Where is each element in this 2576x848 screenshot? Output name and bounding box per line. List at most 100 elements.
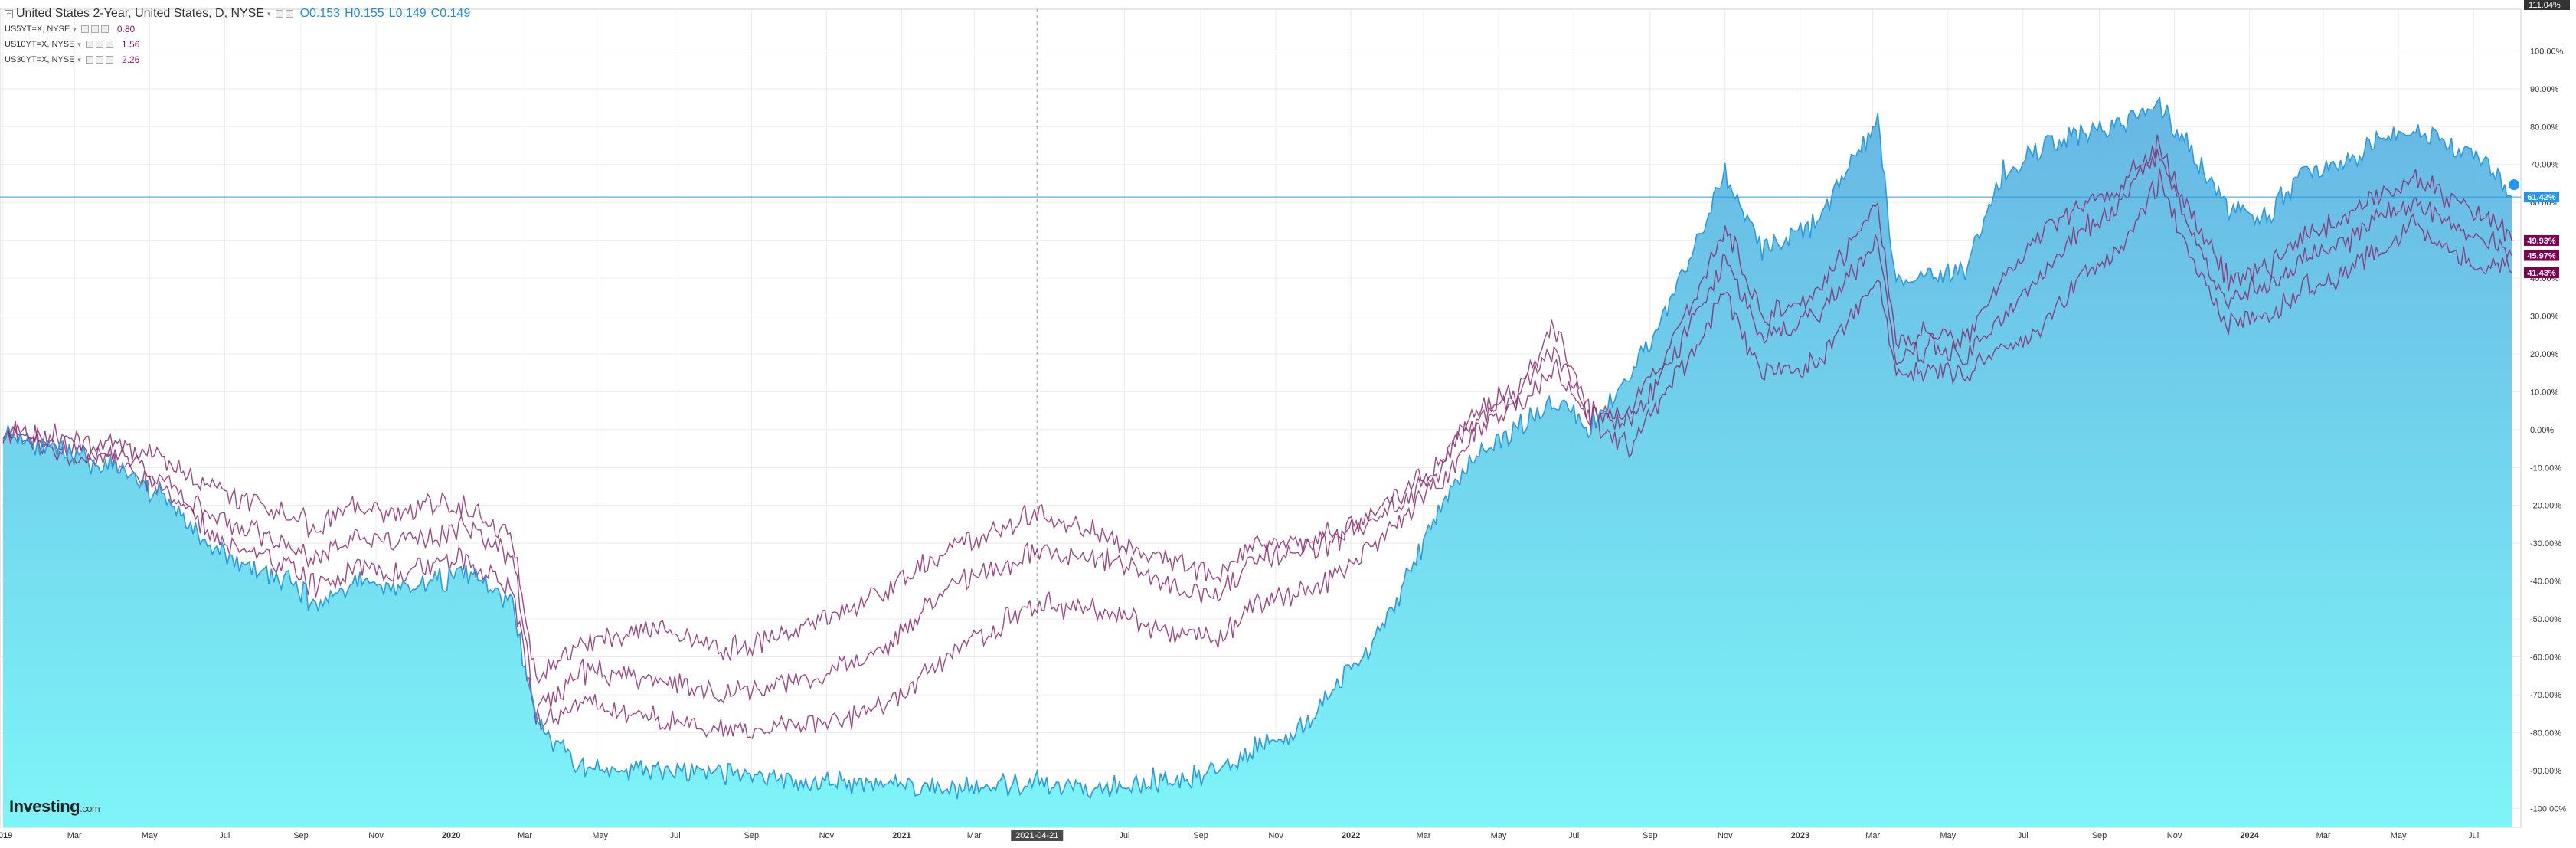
x-tick-label: 2019 — [0, 831, 12, 840]
series-line-us2y — [2, 96, 2512, 800]
settings-icon[interactable] — [95, 41, 103, 48]
y-tick-label: 20.00% — [2530, 350, 2559, 359]
x-tick-label: Mar — [967, 831, 982, 840]
legend-main-row: − United States 2-Year, United States, D… — [5, 6, 470, 21]
value-badge-bg — [2524, 250, 2559, 261]
x-tick-label: Nov — [2167, 831, 2182, 840]
series-line-us30y — [2, 168, 2512, 685]
y-tick-label: -30.00% — [2530, 539, 2561, 548]
symbol-value: 0.80 — [116, 24, 136, 34]
collapse-icon[interactable]: − — [5, 9, 13, 18]
value-badge: 49.93% — [2527, 237, 2556, 246]
value-badge: 45.97% — [2527, 252, 2556, 261]
close-icon[interactable] — [105, 56, 113, 64]
y-tick-label: -60.00% — [2530, 653, 2561, 663]
x-tick-label: Sep — [2092, 831, 2107, 840]
x-tick-label: May — [592, 831, 608, 840]
symbol-value: 1.56 — [121, 39, 140, 50]
x-tick-label: Mar — [1865, 831, 1880, 840]
x-tick-label: 2023 — [1791, 831, 1809, 840]
value-badge-bg — [2524, 267, 2559, 278]
value-badge: 61.42% — [2527, 193, 2556, 202]
y-top-label: 111.04% — [2529, 1, 2561, 10]
chevron-down-icon[interactable]: ▾ — [77, 40, 81, 48]
settings-icon[interactable] — [275, 10, 283, 18]
chevron-down-icon[interactable]: ▾ — [77, 55, 81, 64]
x-tick-label: 2021 — [892, 831, 910, 840]
y-tick-label: 30.00% — [2530, 313, 2559, 322]
legend-symbol-row[interactable]: US10YT=X, NYSE ▾ 1.56 — [5, 37, 470, 52]
x-tick-label: Jul — [2018, 831, 2028, 840]
y-tick-label: 90.00% — [2530, 85, 2559, 94]
close-icon[interactable] — [105, 41, 113, 48]
y-tick-label: 100.00% — [2530, 47, 2564, 56]
x-tick-label: Jul — [1119, 831, 1129, 840]
chevron-down-icon[interactable]: ▾ — [73, 25, 77, 33]
chevron-down-icon[interactable]: ▾ — [267, 9, 271, 18]
y-tick-label: -70.00% — [2530, 691, 2561, 700]
chart-title: United States 2-Year, United States, D, … — [16, 7, 265, 20]
value-badge-bg — [2524, 192, 2559, 203]
ohlc-close: C0.149 — [430, 7, 471, 20]
ohlc-high: H0.155 — [345, 7, 384, 20]
ohlc-low: L0.149 — [388, 7, 427, 20]
x-tick-label: Nov — [368, 831, 384, 840]
x-tick-label: May — [1940, 831, 1956, 840]
settings-icon[interactable] — [90, 25, 99, 33]
x-tick-label: Nov — [1268, 831, 1283, 840]
y-tick-label: -100.00% — [2530, 804, 2566, 814]
x-tick-label: Sep — [744, 831, 760, 840]
x-tick-label: May — [142, 831, 158, 840]
crosshair-label: 2021-04-21 — [1015, 831, 1058, 840]
ohlc-open: O0.153 — [299, 7, 341, 20]
x-tick-label: May — [1491, 831, 1507, 840]
x-tick-label: Mar — [518, 831, 532, 840]
x-tick-label: Sep — [1643, 831, 1658, 840]
value-badge-bg — [2524, 234, 2559, 246]
close-icon[interactable] — [100, 25, 109, 33]
investing-logo: Investing.com — [9, 797, 100, 816]
x-tick-label: Nov — [819, 831, 835, 840]
series-line-us10y — [2, 149, 2512, 718]
x-tick-label: 2020 — [442, 831, 460, 840]
legend-symbol-row[interactable]: US30YT=X, NYSE ▾ 2.26 — [5, 52, 470, 67]
x-tick-label: Mar — [1417, 831, 1431, 840]
x-tick-label: Jul — [670, 831, 681, 840]
x-tick-label: Sep — [1193, 831, 1208, 840]
symbol-label: US30YT=X, NYSE — [5, 55, 75, 64]
eye-icon[interactable] — [85, 41, 93, 48]
x-tick-label: Nov — [1718, 831, 1733, 840]
x-tick-label: Mar — [67, 831, 82, 840]
y-tick-label: 80.00% — [2530, 123, 2559, 132]
x-tick-label: Sep — [293, 831, 309, 840]
close-icon[interactable] — [285, 10, 293, 18]
symbol-value: 2.26 — [121, 54, 140, 65]
x-tick-label: 2024 — [2240, 831, 2259, 840]
settings-icon[interactable] — [95, 56, 103, 64]
y-tick-label: -50.00% — [2530, 615, 2561, 624]
x-tick-label: Mar — [2316, 831, 2331, 840]
y-tick-label: -10.00% — [2530, 463, 2561, 473]
x-tick-label: May — [2391, 831, 2407, 840]
y-tick-label: 0.00% — [2530, 426, 2554, 435]
eye-icon[interactable] — [80, 25, 89, 33]
y-tick-label: -90.00% — [2530, 767, 2561, 776]
legend-symbol-row[interactable]: US5YT=X, NYSE ▾ 0.80 — [5, 21, 470, 37]
y-tick-label: 70.00% — [2530, 161, 2559, 170]
y-tick-label: -40.00% — [2530, 578, 2561, 587]
x-tick-label: Jul — [219, 831, 230, 840]
series-line-us5y — [2, 134, 2512, 740]
x-tick-label: Jul — [2468, 831, 2479, 840]
symbol-label: US5YT=X, NYSE — [5, 25, 70, 34]
y-top-label-bg — [2524, 0, 2570, 10]
alert-marker-icon — [2509, 179, 2519, 191]
eye-icon[interactable] — [85, 56, 93, 64]
y-tick-label: -80.00% — [2530, 728, 2561, 738]
x-tick-label: Jul — [1568, 831, 1579, 840]
crosshair-label-bg — [1011, 830, 1064, 841]
symbol-label: US10YT=X, NYSE — [5, 40, 75, 49]
value-badge: 41.43% — [2527, 269, 2556, 278]
chart-legend: − United States 2-Year, United States, D… — [5, 6, 470, 67]
